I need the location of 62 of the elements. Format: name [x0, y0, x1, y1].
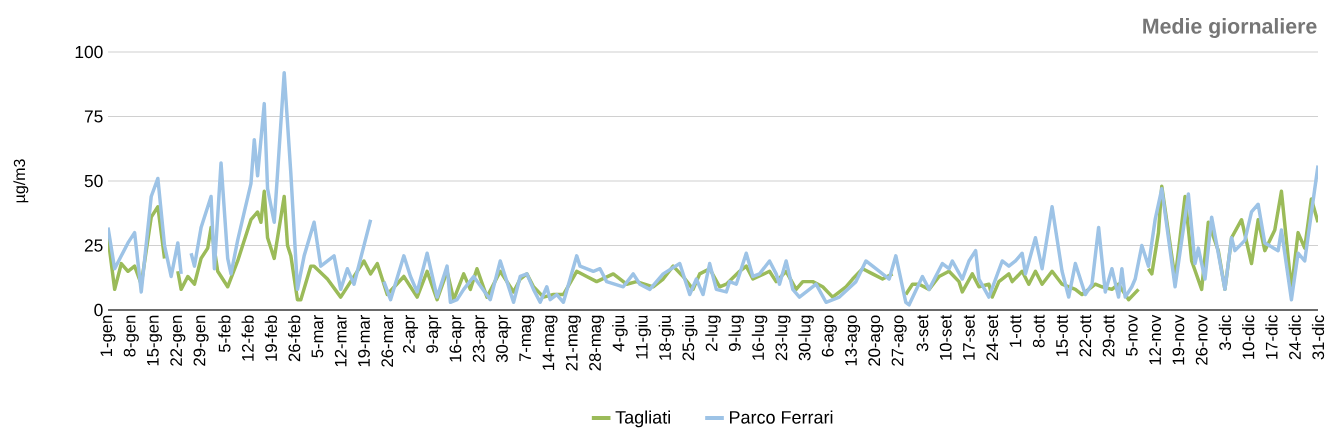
x-tick-label: 11-giu — [635, 315, 651, 359]
y-tick-label: 50 — [84, 174, 103, 188]
x-tick-label: 24-dic — [1288, 315, 1301, 360]
x-tick-label: 19-mar — [358, 315, 370, 367]
x-tick-label: 8-gen — [123, 315, 139, 357]
x-tick-label: 19-feb — [264, 315, 278, 361]
x-tick-label: 30-lug — [798, 315, 814, 361]
x-tick-label: 23-apr — [472, 315, 488, 363]
y-axis-title: µg/m3 — [13, 159, 29, 203]
x-tick-label: 4-giu — [612, 315, 628, 352]
x-tick-label: 17-set — [963, 314, 975, 360]
y-tick-label: 25 — [84, 239, 103, 252]
x-tick-label: 9-apr — [426, 315, 442, 353]
x-tick-label: 24-set — [986, 314, 999, 361]
x-tick-label: 23-lug — [775, 315, 791, 361]
x-tick-label: 20-ago — [868, 315, 884, 366]
x-tick-label: 22-gen — [170, 315, 186, 366]
legend-label: Parco Ferrari — [730, 410, 833, 424]
x-tick-label: 25-giu — [681, 315, 698, 361]
x-tick-label: 2-apr — [402, 315, 419, 353]
x-tick-label: 9-lug — [728, 315, 745, 351]
y-tick-label: 100 — [75, 45, 103, 59]
x-tick-label: 3-set — [916, 314, 929, 352]
x-tick-label: 7-mag — [519, 315, 535, 362]
x-tick-label: 13-ago — [845, 315, 861, 366]
x-tick-label: 22-ott — [1079, 314, 1092, 357]
x-tick-label: 5-mar — [311, 315, 324, 358]
x-tick-label: 14-mag — [542, 315, 558, 370]
x-tick-label: 5-feb — [218, 315, 231, 353]
x-tick-label: 6-ago — [821, 315, 837, 357]
x-tick-label: 8-ott — [1032, 314, 1045, 348]
x-tick-label: 27-ago — [891, 315, 907, 366]
x-tick-label: 5-nov — [1126, 314, 1138, 356]
legend-label: Tagliati — [615, 410, 670, 428]
x-tick-label: 12-nov — [1149, 314, 1162, 365]
x-tick-label: 16-lug — [751, 315, 768, 360]
x-tick-label: 18-giu — [658, 315, 675, 360]
x-tick-label: 28-mag — [589, 315, 605, 371]
x-tick-label: 10-dic — [1242, 315, 1255, 359]
x-tick-label: 15-gen — [147, 315, 162, 366]
x-tick-label: 2-lug — [705, 315, 721, 351]
chart-title: Medie giornaliere — [1143, 18, 1317, 38]
x-tick-label: 30-apr — [496, 315, 512, 363]
x-tick-label: 19-nov — [1172, 314, 1185, 365]
x-tick-label: 31-dic — [1311, 315, 1325, 360]
x-tick-label: 12-mar — [334, 315, 347, 367]
x-tick-label: 1-ott — [1009, 314, 1022, 347]
x-tick-label: 16-apr — [449, 315, 465, 362]
x-tick-label: 26-nov — [1195, 314, 1208, 365]
x-tick-label: 29-ott — [1102, 314, 1115, 357]
x-tick-label: 10-set — [939, 314, 952, 360]
x-tick-label: 17-dic — [1265, 315, 1278, 359]
x-tick-label: 3-dic — [1218, 315, 1232, 351]
x-tick-label: 29-gen — [193, 315, 209, 366]
x-tick-label: 26-feb — [288, 315, 301, 362]
x-tick-label: 21-mag — [565, 315, 581, 371]
y-tick-label: 0 — [94, 303, 103, 317]
y-tick-label: 75 — [84, 110, 103, 123]
x-tick-label: 26-mar — [381, 315, 394, 367]
x-tick-label: 1-gen — [100, 315, 116, 357]
x-tick-label: 15-ott — [1056, 314, 1068, 357]
x-tick-label: 12-feb — [241, 315, 254, 361]
